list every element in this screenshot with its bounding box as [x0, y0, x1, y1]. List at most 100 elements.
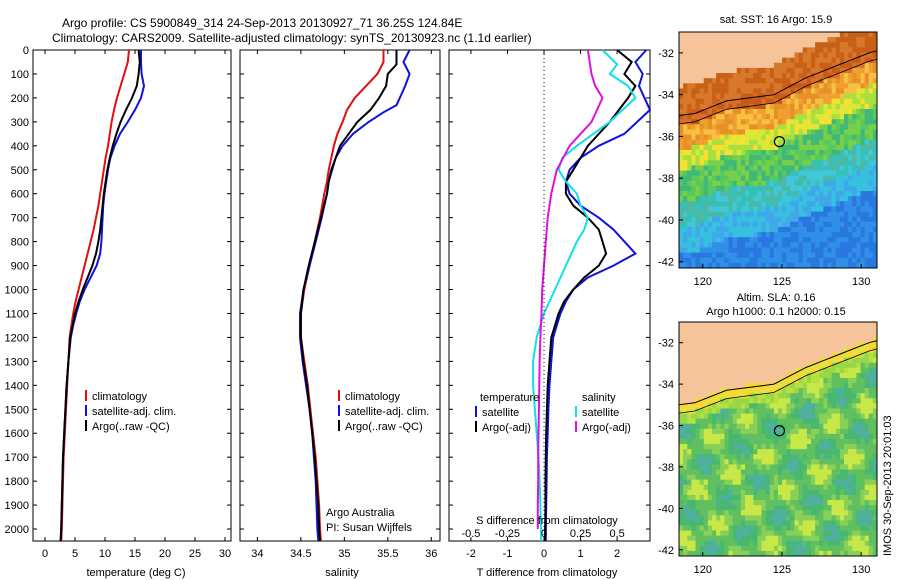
sla-cell — [761, 398, 767, 404]
sst-cell — [761, 175, 767, 182]
sst-cell — [740, 78, 746, 84]
sst-cell — [699, 191, 705, 197]
sst-cell — [823, 216, 828, 223]
sla-cell — [802, 535, 808, 542]
sla-cell — [699, 408, 705, 414]
sla-cell — [868, 459, 874, 465]
sst-cell — [769, 73, 775, 79]
sla-cell — [839, 413, 845, 420]
sla-cell — [819, 362, 824, 369]
sla-cell — [811, 388, 816, 394]
sla-cell — [761, 388, 767, 394]
sst-cell — [749, 221, 754, 228]
sst-cell — [794, 98, 800, 105]
sst-cell — [712, 134, 717, 141]
sst-cell — [782, 114, 787, 120]
sla-cell — [835, 433, 841, 440]
sla-cell — [728, 479, 734, 486]
sla-cell — [868, 413, 874, 420]
sst-cell — [806, 134, 812, 141]
salinity-x-tick-label: 34.5 — [290, 548, 311, 560]
sla-cell — [794, 393, 800, 399]
sla-cell — [679, 530, 684, 537]
sla-cell — [835, 464, 841, 470]
sla-cell — [703, 484, 709, 491]
sla-cell — [728, 535, 734, 542]
sla-cell — [811, 469, 816, 476]
sst-cell — [732, 88, 738, 94]
sst-cell — [844, 42, 849, 48]
temperature-x-tick-label: 5 — [72, 548, 78, 560]
sst-cell — [753, 180, 758, 187]
sla-cell — [724, 535, 729, 542]
sst-cell — [852, 191, 857, 197]
sla-cell — [740, 550, 746, 557]
sla-cell — [835, 428, 841, 435]
sst-cell — [811, 88, 816, 94]
sla-cell — [798, 550, 804, 557]
sla-cell — [806, 515, 812, 521]
sst-cell — [823, 62, 828, 69]
sla-cell — [695, 413, 701, 420]
sla-cell — [790, 469, 795, 476]
sla-cell — [872, 444, 878, 450]
sla-cell — [794, 418, 800, 425]
sst-cell — [811, 124, 816, 130]
sla-cell — [720, 525, 725, 531]
sla-cell — [703, 403, 709, 409]
sst-cell — [827, 129, 833, 136]
sst-cell — [716, 201, 721, 207]
sst-cell — [778, 206, 783, 212]
sla-cell — [728, 444, 734, 450]
sla-cell — [868, 403, 874, 409]
sla-cell — [835, 525, 841, 531]
sst-cell — [691, 211, 696, 218]
sla-cell — [778, 403, 783, 409]
sla-cell — [761, 469, 767, 476]
sst-cell — [757, 216, 762, 223]
sla-cell — [856, 372, 861, 379]
sst-cell — [745, 73, 750, 79]
sla-cell — [761, 550, 767, 557]
sla-cell — [815, 484, 820, 491]
sla-cell — [712, 433, 717, 440]
sla-cell — [852, 484, 857, 491]
sla-cell — [765, 525, 771, 531]
sla-cell — [852, 520, 857, 526]
sst-cell — [794, 170, 800, 177]
sst-cell — [872, 196, 878, 202]
sst-cell — [856, 73, 861, 79]
sst-cell — [802, 129, 808, 136]
sla-cell — [679, 550, 684, 557]
sla-cell — [695, 454, 701, 460]
sst-cell — [839, 221, 845, 228]
sla-cell — [716, 489, 721, 496]
sla-cell — [852, 469, 857, 476]
sla-cell — [712, 484, 717, 491]
sst-cell — [732, 247, 738, 254]
sst-cell — [802, 150, 808, 156]
sla-cell — [703, 474, 709, 481]
sla-cell — [806, 413, 812, 420]
sla-cell — [806, 403, 812, 409]
sla-cell — [782, 525, 787, 531]
sst-cell — [699, 170, 705, 177]
sst-cell — [856, 237, 861, 243]
sla-cell — [720, 510, 725, 516]
sla-cell — [687, 469, 692, 476]
sla-cell — [815, 413, 820, 420]
sla-cell — [872, 510, 878, 516]
sla-cell — [823, 449, 828, 455]
sla-cell — [839, 505, 845, 511]
sst-cell — [732, 216, 738, 223]
sst-cell — [844, 180, 849, 187]
sla-cell — [707, 464, 713, 470]
sst-cell — [827, 232, 833, 238]
sla-cell — [860, 352, 866, 359]
sst-cell — [860, 170, 866, 177]
sst-cell — [736, 78, 742, 84]
temperature-panel: 0100200300400500600700800900100011001200… — [5, 45, 232, 560]
sla-cell — [860, 459, 866, 465]
sla-cell — [699, 403, 705, 409]
sla-cell — [815, 367, 820, 374]
